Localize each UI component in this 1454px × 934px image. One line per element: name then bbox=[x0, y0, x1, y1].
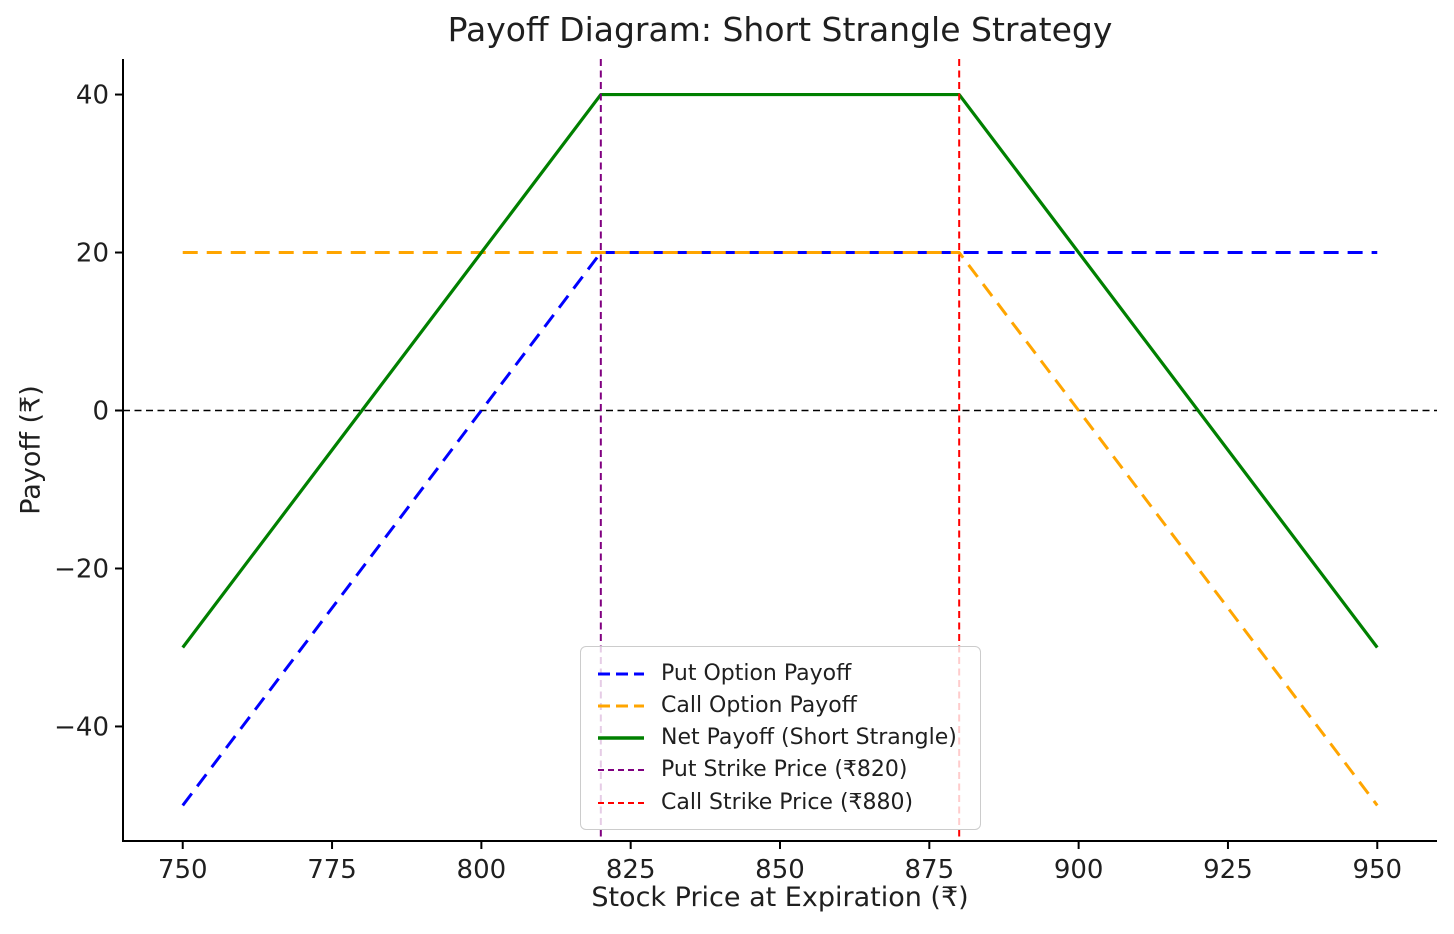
legend-sample-line bbox=[598, 672, 644, 675]
x-tick-label: 825 bbox=[606, 855, 656, 885]
x-tick-label: 875 bbox=[904, 855, 954, 885]
legend-label: Put Option Payoff bbox=[661, 660, 852, 686]
y-tick-label: 0 bbox=[92, 397, 109, 427]
legend-sample-line bbox=[598, 704, 644, 708]
y-tick-label: 20 bbox=[76, 239, 109, 269]
x-tick-label: 950 bbox=[1352, 855, 1402, 885]
series-line-call-option-payoff bbox=[182, 251, 1379, 807]
legend-item-put-option-payoff: Put Option Payoff bbox=[597, 658, 964, 689]
legend-label: Call Strike Price (₹880) bbox=[661, 789, 914, 815]
y-axis-label: Payoff (₹) bbox=[15, 385, 47, 515]
chart-title: Payoff Diagram: Short Strangle Strategy bbox=[447, 10, 1113, 49]
x-tick-label: 800 bbox=[457, 855, 507, 885]
x-tick-label: 900 bbox=[1054, 855, 1104, 885]
x-tick-label: 925 bbox=[1203, 855, 1253, 885]
y-tick-label: −40 bbox=[54, 712, 109, 742]
legend-label: Call Option Payoff bbox=[661, 692, 857, 718]
x-tick-label: 750 bbox=[158, 855, 208, 885]
legend-sample-line bbox=[598, 801, 644, 804]
legend-item-net-payoff-short-strangle: Net Payoff (Short Strangle) bbox=[597, 723, 964, 754]
x-tick-label: 850 bbox=[755, 855, 805, 885]
legend-item-call-option-payoff: Call Option Payoff bbox=[597, 690, 964, 721]
legend-sample-line bbox=[598, 769, 644, 772]
x-axis-label: Stock Price at Expiration (₹) bbox=[591, 882, 969, 913]
y-tick-label: 40 bbox=[76, 81, 109, 111]
legend: Put Option Payoff Call Option Payoff Net P… bbox=[580, 646, 981, 830]
legend-label: Put Strike Price (₹820) bbox=[661, 757, 908, 783]
x-tick-label: 775 bbox=[307, 855, 357, 885]
legend-label: Net Payoff (Short Strangle) bbox=[661, 725, 957, 750]
series-line-net-payoff-short-strangle bbox=[181, 92, 1379, 649]
series-line-put-option-payoff bbox=[181, 251, 1378, 807]
legend-sample-line bbox=[598, 736, 644, 740]
legend-item-put-strike-price-820: Put Strike Price (₹820) bbox=[597, 755, 964, 786]
y-tick-label: −20 bbox=[54, 554, 109, 584]
legend-item-call-strike-price-880: Call Strike Price (₹880) bbox=[597, 787, 964, 818]
